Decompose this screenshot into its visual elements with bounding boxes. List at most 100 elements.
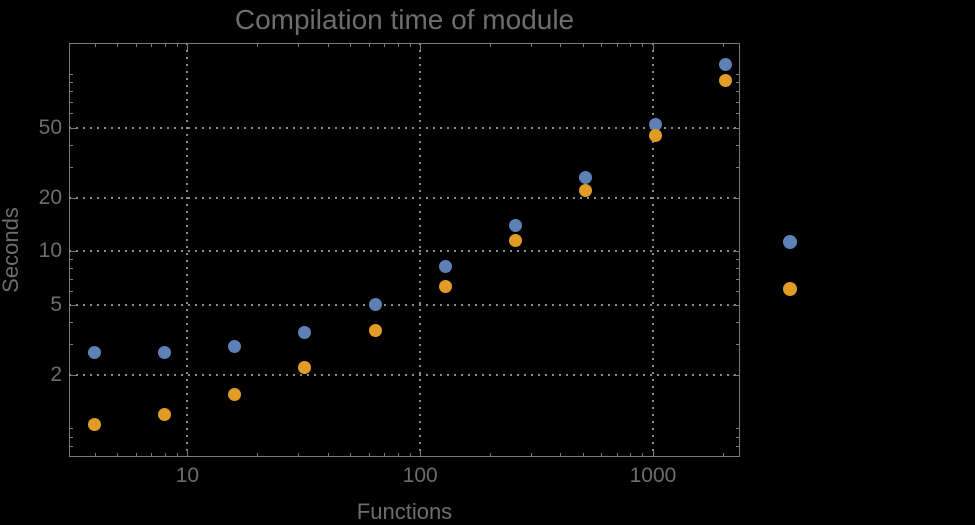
y-tick	[70, 259, 73, 261]
data-point-series-orange-x2048	[718, 74, 732, 88]
x-tick-label-100: 100	[402, 464, 438, 487]
x-tick	[582, 453, 584, 456]
x-tick	[135, 44, 137, 47]
y-tick	[70, 304, 76, 306]
data-point-series-blue-x512	[578, 171, 592, 185]
y-tick	[733, 304, 739, 306]
x-tick	[117, 453, 119, 456]
x-tick	[368, 453, 370, 456]
x-axis-label: Functions	[356, 499, 453, 524]
x-tick	[560, 44, 562, 47]
x-tick	[327, 44, 329, 47]
x-tick	[630, 453, 632, 456]
x-tick	[384, 453, 386, 456]
y-tick	[736, 166, 739, 168]
x-tick	[327, 453, 329, 456]
data-point-series-orange-x128	[438, 280, 452, 294]
y-tick	[70, 91, 73, 93]
chart-title: Compilation time of module	[234, 4, 575, 35]
data-point-series-blue-x1024	[648, 117, 662, 131]
y-tick	[736, 343, 739, 345]
y-tick	[70, 436, 73, 438]
gridline-y-2	[69, 374, 740, 377]
data-point-series-orange-x1024	[648, 129, 662, 143]
x-tick	[368, 44, 370, 47]
x-tick	[723, 453, 725, 456]
y-tick	[736, 74, 739, 76]
y-tick	[733, 127, 739, 129]
y-tick-label-50: 50	[38, 115, 62, 139]
gridline-y-5	[69, 303, 740, 306]
y-tick	[70, 166, 73, 168]
y-tick	[736, 445, 739, 447]
x-tick	[94, 44, 96, 47]
y-tick	[736, 436, 739, 438]
data-point-series-blue-x16	[228, 340, 242, 354]
y-tick	[70, 375, 76, 377]
y-tick	[70, 278, 73, 280]
y-tick	[70, 428, 73, 430]
y-tick	[736, 321, 739, 323]
y-tick	[70, 321, 73, 323]
x-tick	[135, 453, 137, 456]
data-point-series-orange-x64	[368, 324, 382, 338]
y-tick-label-10: 10	[38, 239, 62, 263]
x-tick	[616, 453, 618, 456]
x-tick	[409, 453, 411, 456]
gridline-y-20	[69, 197, 740, 199]
x-tick	[350, 453, 352, 456]
y-tick	[70, 290, 73, 292]
x-tick	[630, 44, 632, 47]
y-tick	[733, 251, 739, 253]
data-point-series-orange-x4	[88, 418, 102, 432]
x-tick	[164, 44, 166, 47]
x-tick	[560, 453, 562, 456]
y-tick	[736, 91, 739, 93]
gridline-x-1000	[651, 43, 654, 457]
plot-frame	[69, 43, 740, 457]
gridline-y-10	[69, 250, 740, 253]
y-tick	[70, 343, 73, 345]
y-tick	[736, 144, 739, 146]
y-tick	[736, 113, 739, 115]
y-tick	[70, 251, 76, 253]
data-point-series-orange-x16	[228, 388, 242, 402]
y-tick	[70, 101, 73, 103]
x-tick	[616, 44, 618, 47]
y-tick-label-2: 2	[50, 363, 62, 387]
x-tick	[397, 453, 399, 456]
data-point-series-blue-x256	[508, 218, 522, 232]
data-point-series-orange-x512	[578, 184, 592, 198]
gridline-x-100	[419, 43, 422, 457]
x-tick	[652, 44, 654, 50]
x-tick	[298, 44, 300, 47]
y-tick	[736, 82, 739, 84]
x-tick	[164, 453, 166, 456]
x-tick	[531, 44, 533, 47]
x-tick-label-10: 10	[175, 464, 200, 487]
x-tick	[397, 44, 399, 47]
data-point-series-blue-x4	[88, 345, 102, 359]
x-tick	[257, 453, 259, 456]
gridline-y-50	[69, 126, 740, 129]
y-tick	[70, 455, 73, 457]
legend-marker-blue	[783, 234, 797, 249]
x-tick	[117, 44, 119, 47]
y-tick	[733, 198, 739, 199]
legend-marker-orange	[783, 281, 797, 296]
x-tick	[642, 453, 644, 456]
y-tick	[70, 445, 73, 447]
y-tick	[736, 290, 739, 292]
data-point-series-blue-x64	[368, 298, 382, 312]
x-tick	[350, 44, 352, 47]
x-tick	[582, 44, 584, 47]
y-tick	[70, 113, 73, 115]
x-tick	[151, 453, 153, 456]
x-tick	[176, 44, 178, 47]
y-tick	[70, 268, 73, 270]
x-tick	[490, 44, 492, 47]
y-tick	[70, 198, 76, 199]
x-tick	[420, 450, 422, 456]
y-tick	[736, 259, 739, 261]
